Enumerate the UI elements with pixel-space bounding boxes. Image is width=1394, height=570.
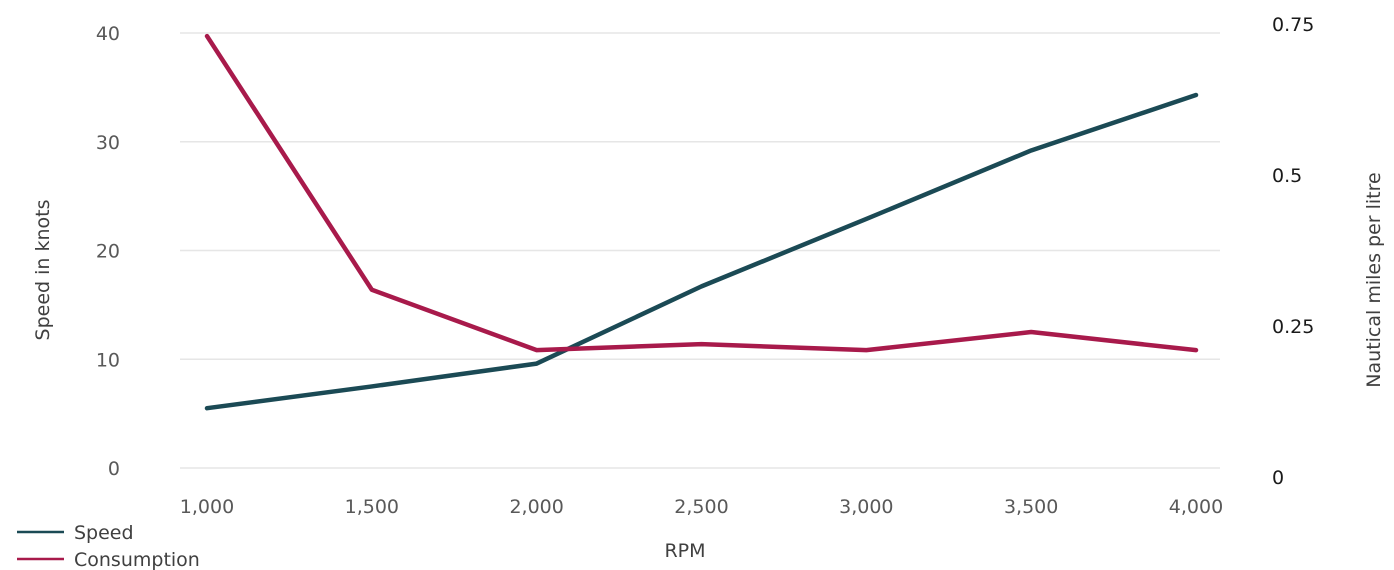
y-axis-title: Speed in knots bbox=[32, 200, 54, 341]
y-tick-label: 10 bbox=[96, 349, 120, 371]
series-line-consumption bbox=[204, 33, 1199, 353]
x-axis-ticks: 1,000 1,500 2,000 2,500 3,000 3,500 4,000 bbox=[180, 496, 1223, 518]
y-tick-label: 0 bbox=[108, 458, 120, 480]
y2-tick-label: 0.25 bbox=[1272, 316, 1314, 338]
y-tick-label: 20 bbox=[96, 241, 120, 263]
x-tick-label: 2,500 bbox=[674, 496, 728, 518]
y2-tick-label: 0.5 bbox=[1272, 165, 1302, 187]
y2-tick-label: 0.75 bbox=[1272, 14, 1314, 36]
y2-tick-label: 0 bbox=[1272, 467, 1284, 489]
gridlines bbox=[180, 32, 1220, 469]
y-tick-label: 30 bbox=[96, 132, 120, 154]
x-tick-label: 3,000 bbox=[839, 496, 893, 518]
x-tick-label: 1,000 bbox=[180, 496, 234, 518]
series-line-speed bbox=[204, 92, 1199, 411]
y-tick-label: 40 bbox=[96, 23, 120, 45]
x-axis-title: RPM bbox=[664, 540, 705, 562]
x-tick-label: 3,500 bbox=[1004, 496, 1058, 518]
legend: Speed Consumption bbox=[17, 522, 200, 570]
x-tick-label: 1,500 bbox=[345, 496, 399, 518]
series-lines bbox=[204, 33, 1199, 411]
right-axis-ticks: 0 0.25 0.5 0.75 bbox=[1272, 14, 1314, 489]
legend-label-consumption: Consumption bbox=[74, 549, 200, 570]
left-axis-ticks: 0 10 20 30 40 bbox=[96, 23, 120, 480]
legend-label-speed: Speed bbox=[74, 522, 134, 544]
x-tick-label: 4,000 bbox=[1169, 496, 1223, 518]
x-tick-label: 2,000 bbox=[509, 496, 563, 518]
y2-axis-title: Nautical miles per litre bbox=[1363, 172, 1385, 387]
